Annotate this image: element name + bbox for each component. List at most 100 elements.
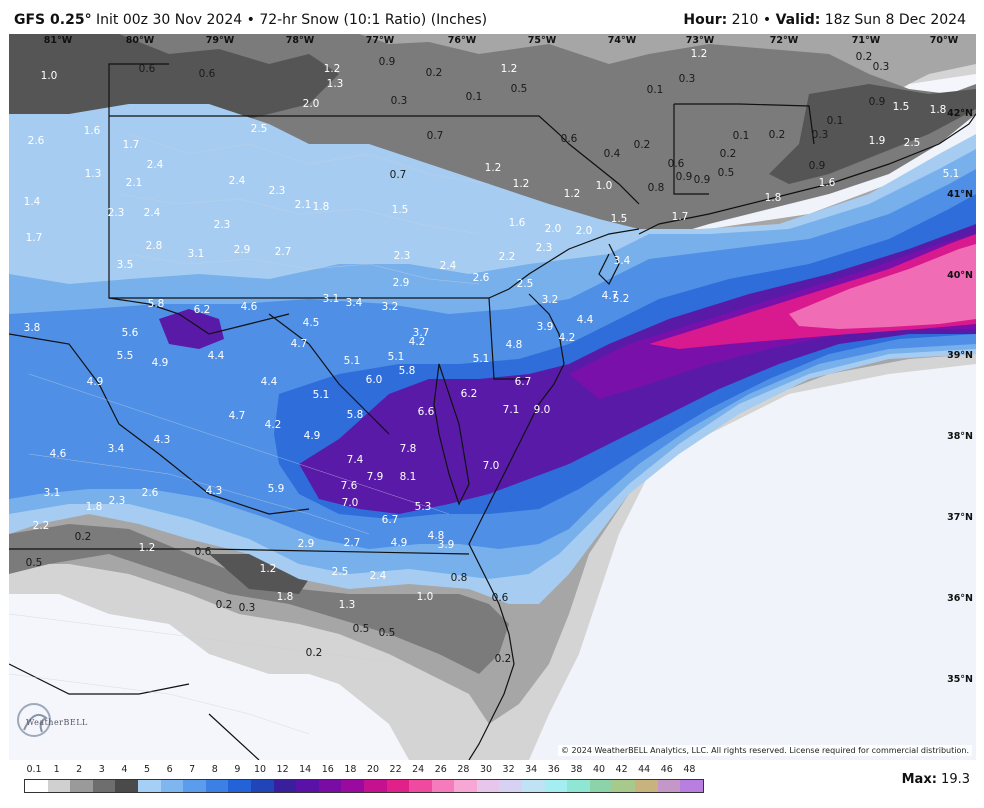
legend-tick-label: 18: [344, 764, 356, 775]
snow-value-label: 2.5: [251, 123, 268, 135]
snow-value-label: 0.4: [604, 148, 621, 160]
legend-color-swatch: [432, 780, 455, 792]
longitude-label: 72°W: [770, 35, 799, 46]
legend-tick-label: 5: [144, 764, 150, 775]
snow-value-label: 7.0: [342, 497, 359, 509]
snow-value-label: 0.5: [511, 83, 528, 95]
valid-label: Valid:: [776, 12, 821, 28]
snow-value-label: 3.9: [438, 539, 455, 551]
snow-value-label: 0.2: [769, 129, 786, 141]
snow-value-label: 0.2: [720, 148, 737, 160]
map-canvas: 81°W 80°W 79°W 78°W 77°W 76°W 75°W 74°W 73°W 72°W…: [9, 34, 976, 760]
longitude-label: 70°W: [930, 35, 959, 46]
snow-value-label: 4.5: [303, 317, 320, 329]
header-bar: GFS 0.25° Init 00z 30 Nov 2024 • 72-hr S…: [0, 0, 984, 34]
snow-value-label: 0.3: [812, 129, 829, 141]
snow-value-label: 2.2: [499, 251, 516, 263]
latitude-label: 42°N: [947, 108, 973, 119]
snow-value-label: 2.6: [473, 272, 490, 284]
snow-value-label: 4.9: [152, 357, 169, 369]
snow-value-label: 5.1: [473, 353, 490, 365]
snow-value-label: 2.3: [269, 185, 286, 197]
snow-value-label: 0.8: [451, 572, 468, 584]
snow-value-label: 1.0: [596, 180, 613, 192]
legend-color-swatch: [454, 780, 477, 792]
title-separator: •: [247, 12, 255, 28]
snow-value-label: 4.4: [577, 314, 594, 326]
snow-value-label: 1.2: [485, 162, 502, 174]
legend-tick-label: 9: [234, 764, 240, 775]
snow-value-label: 1.2: [324, 63, 341, 75]
snow-value-label: 0.9: [694, 174, 711, 186]
valid-time: Hour: 210 • Valid: 18z Sun 8 Dec 2024: [683, 12, 966, 28]
snow-value-label: 2.5: [517, 278, 534, 290]
model-name: GFS 0.25: [14, 12, 85, 28]
valid-value: 18z Sun 8 Dec 2024: [825, 12, 966, 28]
snow-value-label: 1.7: [26, 232, 43, 244]
legend-color-swatch: [635, 780, 658, 792]
snow-value-label: 2.8: [146, 240, 163, 252]
legend-tick-label: 14: [299, 764, 311, 775]
latitude-label: 41°N: [947, 189, 973, 200]
snow-value-label: 0.6: [199, 68, 216, 80]
snow-value-label: 8.1: [400, 471, 417, 483]
snow-value-label: 2.6: [28, 135, 45, 147]
snow-value-label: 1.8: [86, 501, 103, 513]
legend-color-swatch: [138, 780, 161, 792]
snow-value-label: 7.0: [483, 460, 500, 472]
snow-value-label: 1.7: [123, 139, 140, 151]
snow-value-label: 4.2: [265, 419, 282, 431]
snow-value-label: 5.1: [344, 355, 361, 367]
legend-tick-label: 16: [322, 764, 334, 775]
snow-value-label: 0.1: [827, 115, 844, 127]
snow-value-label: 4.7: [229, 410, 246, 422]
legend-color-swatch: [251, 780, 274, 792]
snow-value-label: 0.7: [427, 130, 444, 142]
legend-color-swatch: [183, 780, 206, 792]
longitude-label: 79°W: [206, 35, 235, 46]
legend-color-swatch: [387, 780, 410, 792]
snow-value-label: 0.6: [195, 546, 212, 558]
snow-value-label: 3.2: [382, 301, 399, 313]
snow-value-label: 0.2: [75, 531, 92, 543]
snow-value-label: 1.6: [84, 125, 101, 137]
snow-value-label: 4.4: [208, 350, 225, 362]
legend-color-swatch: [567, 780, 590, 792]
snow-value-label: 0.3: [873, 61, 890, 73]
snow-value-label: 2.7: [344, 537, 361, 549]
legend-color-swatch: [477, 780, 500, 792]
longitude-label: 80°W: [126, 35, 155, 46]
snow-value-label: 1.3: [85, 168, 102, 180]
snow-value-label: 1.6: [819, 177, 836, 189]
legend-tick-label: 1: [54, 764, 60, 775]
snowfall-map: 81°W 80°W 79°W 78°W 77°W 76°W 75°W 74°W 73°W 72°W…: [9, 34, 976, 760]
hour-label: Hour:: [683, 12, 727, 28]
snow-value-label: 0.7: [390, 169, 407, 181]
snow-value-label: 3.4: [108, 443, 125, 455]
longitude-label: 74°W: [608, 35, 637, 46]
snow-value-label: 4.7: [291, 338, 308, 350]
snow-value-label: 0.2: [856, 51, 873, 63]
snow-value-label: 6.7: [382, 514, 399, 526]
snow-value-label: 5.9: [268, 483, 285, 495]
snow-value-label: 4.9: [87, 376, 104, 388]
legend-color-swatch: [658, 780, 681, 792]
snow-value-label: 4.3: [154, 434, 171, 446]
snow-value-label: 0.8: [648, 182, 665, 194]
legend-color-swatch: [70, 780, 93, 792]
legend-tick-label: 2: [76, 764, 82, 775]
longitude-label: 75°W: [528, 35, 557, 46]
snow-value-label: 3.8: [24, 322, 41, 334]
snow-value-label: 4.3: [206, 485, 223, 497]
snow-value-label: 1.8: [313, 201, 330, 213]
snow-value-label: 5.8: [399, 365, 416, 377]
snow-value-label: 1.3: [327, 78, 344, 90]
legend-tick-label: 22: [390, 764, 402, 775]
snow-value-label: 9.0: [534, 404, 551, 416]
legend-tick-label: 10: [254, 764, 266, 775]
latitude-label: 40°N: [947, 270, 973, 281]
longitude-label: 76°W: [448, 35, 477, 46]
snow-value-label: 4.9: [391, 537, 408, 549]
legend-tick-label: 40: [593, 764, 605, 775]
snow-value-label: 2.0: [545, 223, 562, 235]
